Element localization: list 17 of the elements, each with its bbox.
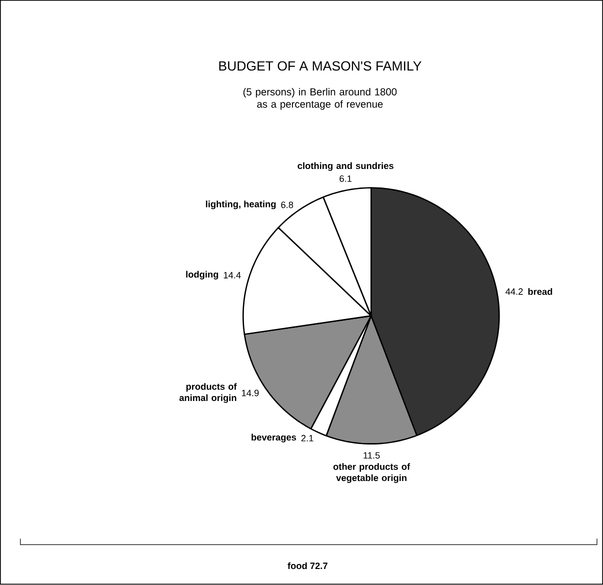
slice-label: clothing and sundries: [298, 162, 394, 172]
text: food 72.7: [288, 562, 328, 570]
chart-subtitle: (5 persons) in Berlin around 1800 as a percentage of revenue: [243, 88, 397, 110]
slice-label: beverages: [252, 434, 296, 443]
data-label: 6.1: [340, 176, 352, 182]
slice-label: lighting, heating: [206, 200, 276, 210]
data-label: 6.8: [281, 202, 294, 208]
data-label: 11.5: [364, 452, 380, 459]
data-label: 14.4: [224, 272, 241, 279]
data-label: 44.2: [506, 288, 523, 295]
slice-label: bread: [528, 288, 552, 296]
slice-label: products of animal origin: [179, 383, 237, 404]
chart-title: BUDGET OF A MASON'S FAMILY: [219, 61, 422, 71]
data-label: 14.9: [242, 390, 259, 396]
data-label: 2.1: [301, 435, 314, 442]
slice-label: lodging: [186, 271, 218, 280]
slice-label: other products of vegetable origin: [333, 463, 410, 484]
